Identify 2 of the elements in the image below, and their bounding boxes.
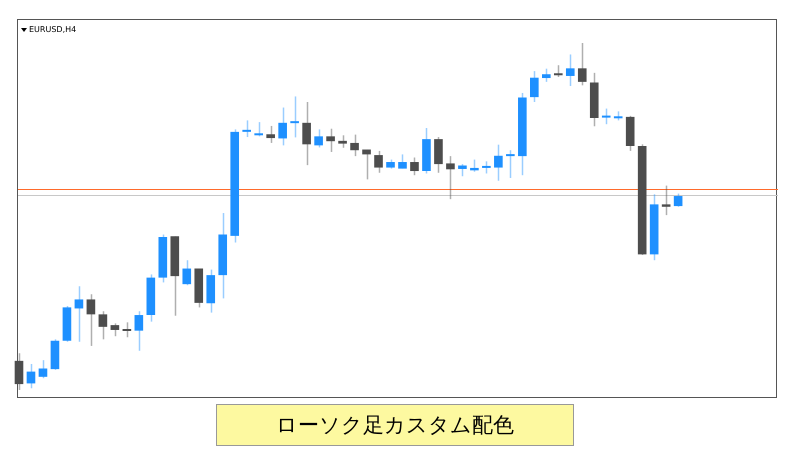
- text: ローソク足カスタム配色: [216, 404, 574, 446]
- text: EURUSD,H4: [29, 25, 76, 34]
